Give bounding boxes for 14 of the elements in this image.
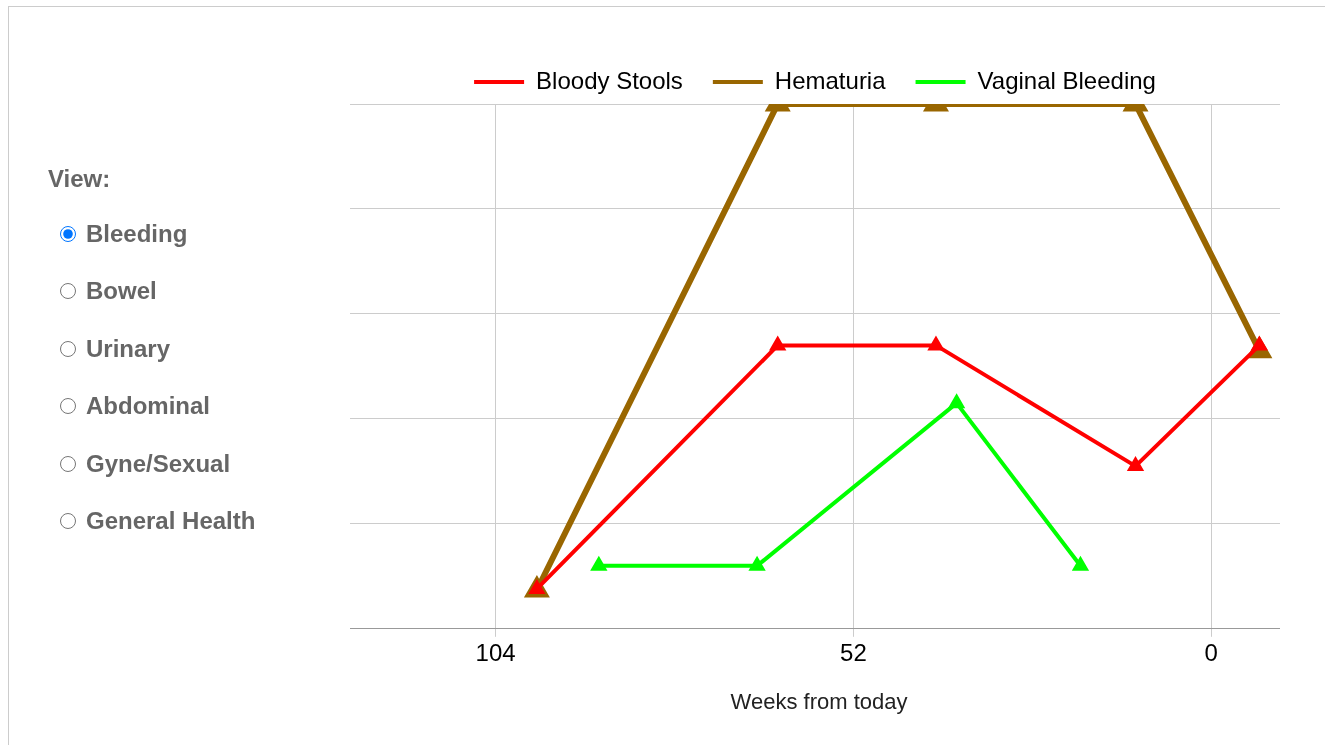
legend-label: Vaginal Bleeding [977, 66, 1156, 94]
text: View: [48, 165, 112, 193]
x-tick-label: 104 [475, 638, 516, 666]
legend-label: Bloody Stools [536, 66, 683, 94]
text: General Health [86, 507, 256, 536]
legend-label: Hematuria [774, 66, 887, 94]
text: Abdominal [86, 392, 210, 421]
text: Gyne/Sexual [86, 449, 231, 478]
text: Urinary [86, 334, 171, 363]
x-axis-title: Weeks from today [730, 688, 908, 714]
text: Bleeding [86, 219, 188, 248]
text: Bowel [86, 277, 157, 306]
x-tick-label: 0 [1204, 638, 1218, 666]
x-tick-label: 52 [840, 638, 867, 666]
